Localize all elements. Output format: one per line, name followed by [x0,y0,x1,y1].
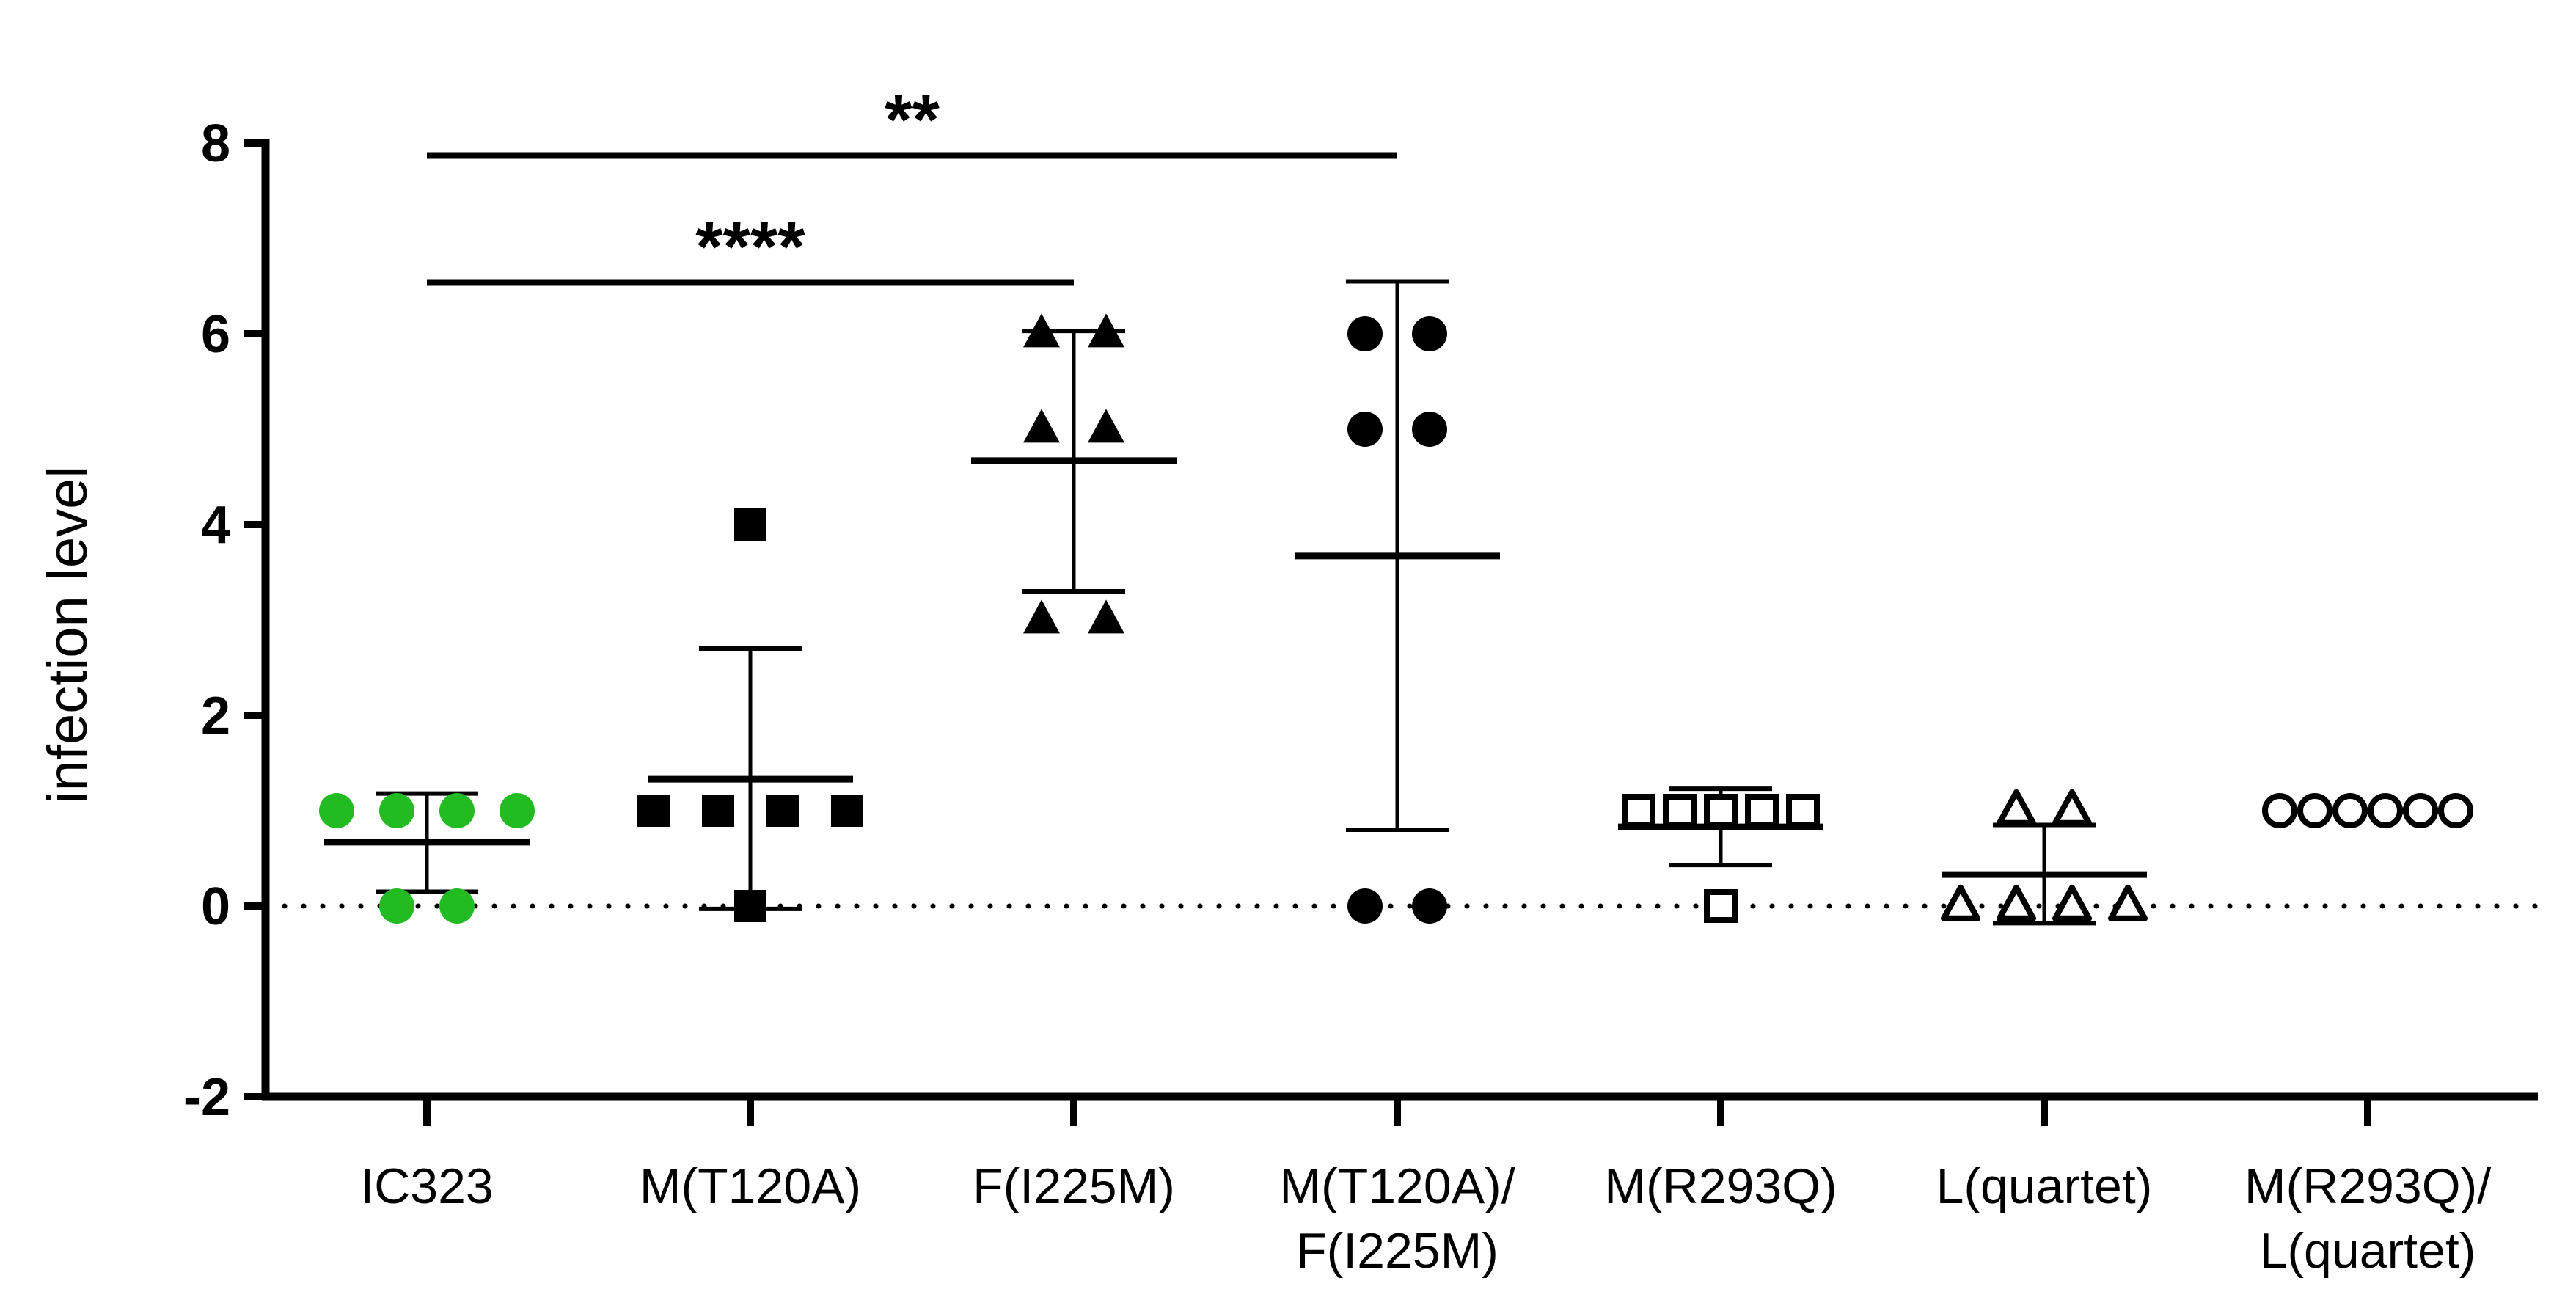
data-point [1704,889,1738,923]
x-tick-label-line: M(T120A) [640,1158,861,1214]
data-points [319,313,2473,924]
data-point [734,890,766,922]
data-point [1997,884,2036,921]
data-point [1023,599,1060,634]
significance-annotations: ****** [427,81,1397,286]
data-point [500,793,535,828]
data-point [2297,793,2332,828]
data-point [1997,789,2036,826]
y-tick-label: 8 [201,114,230,173]
data-point [2052,789,2092,826]
data-point [439,793,475,828]
x-tick-label-line: F(I225M) [973,1158,1175,1214]
data-point [2262,793,2297,828]
data-point [1704,794,1738,828]
y-tick-label: 0 [201,877,230,936]
x-tick-label: IC323 [360,1158,493,1214]
data-point [734,508,766,541]
data-point [1023,313,1060,348]
data-point [1941,884,1980,921]
data-point [1412,412,1447,447]
axes: -2 0 2 4 6 8 IC323 M(T120A) F(I225M) M(T120A)/ F(I… [183,114,2538,1279]
data-point [1786,794,1820,828]
y-tick-label: 4 [201,496,230,555]
data-point [2052,884,2092,921]
y-tick-label: 6 [201,305,230,364]
x-tick-label: M(R293Q)/ L(quartet) [2244,1158,2491,1279]
data-point [1023,409,1060,443]
y-tick-label: 2 [201,687,230,745]
x-tick-label-line: M(T120A)/ [1279,1158,1515,1214]
data-point [766,795,799,827]
x-tick-label-line: L(quartet) [1936,1158,2153,1214]
x-tick-label: L(quartet) [1936,1158,2153,1214]
data-point [1412,316,1447,351]
significance-label: ** [885,81,940,159]
data-point [2332,793,2368,828]
data-point [1745,794,1779,828]
y-axis-title: infection level [37,466,99,804]
x-tick-label: M(T120A) [640,1158,861,1214]
x-tick-label-line: F(I225M) [1296,1223,1499,1279]
x-tick-label-line: M(R293Q) [1604,1158,1837,1214]
significance-label: **** [695,208,805,286]
data-point [1347,316,1383,351]
x-tick-label: M(T120A)/ F(I225M) [1279,1158,1515,1279]
x-tick-label: F(I225M) [973,1158,1175,1214]
data-point [1088,409,1124,443]
data-point [379,888,414,924]
data-point [1347,888,1383,924]
data-point [319,793,354,828]
error-bars [324,279,2470,926]
data-point [379,793,414,828]
data-point [1088,313,1124,348]
data-point [1088,599,1124,634]
data-point [1347,412,1383,447]
y-tick-label: -2 [183,1068,230,1127]
data-point [702,795,734,827]
data-point [2108,884,2148,921]
data-point [2438,793,2473,828]
x-tick-label-line: IC323 [360,1158,493,1214]
x-tick-label: M(R293Q) [1604,1158,1837,1214]
x-tick-label-line: L(quartet) [2260,1223,2476,1279]
data-point [831,795,863,827]
data-point [2403,793,2438,828]
data-point [637,795,670,827]
x-tick-label-line: M(R293Q)/ [2244,1158,2491,1214]
data-point [439,888,475,924]
data-point [2368,793,2403,828]
data-point [1622,794,1655,828]
data-point [1412,888,1447,924]
data-point [1663,794,1697,828]
